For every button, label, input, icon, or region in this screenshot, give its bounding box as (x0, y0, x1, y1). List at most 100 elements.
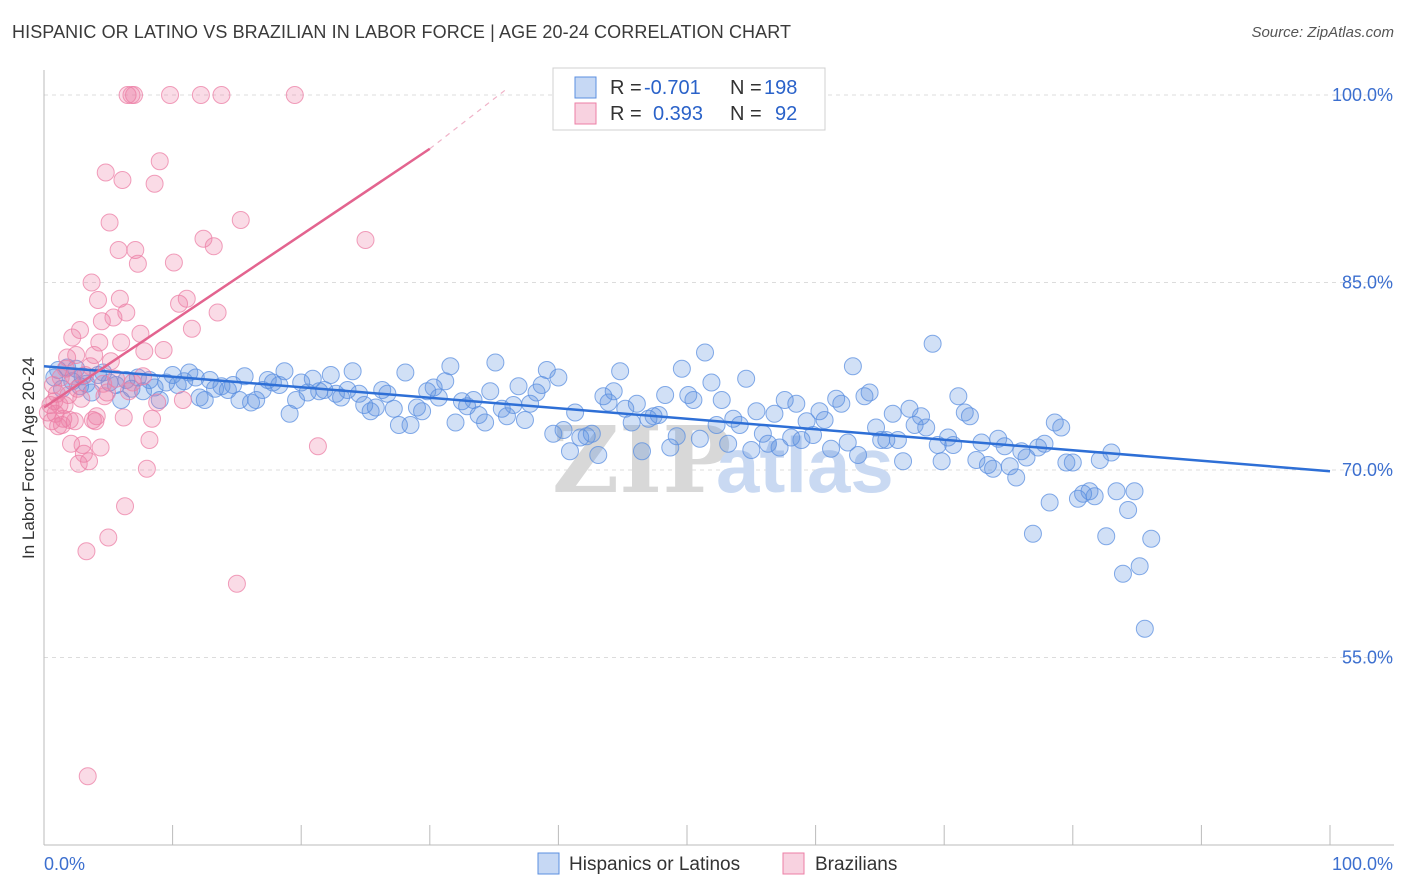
brazilian-point-23 (69, 454, 88, 473)
hispanic-point-100 (599, 393, 618, 412)
hispanic-point-188 (1097, 527, 1116, 546)
hispanic-point-67 (413, 402, 432, 421)
brazilian-point-38 (89, 291, 108, 309)
hispanic-point-73 (446, 413, 465, 432)
brazilian-point-46 (99, 528, 118, 547)
hispanic-point-143 (843, 357, 862, 376)
y-tick-label-1: 70.0% (1342, 460, 1393, 480)
hispanic-point-140 (827, 389, 846, 408)
hispanic-point-192 (1119, 501, 1138, 519)
brazilian-point-33 (82, 273, 101, 292)
hispanic-point-92 (554, 421, 573, 439)
hispanic-point-101 (604, 382, 623, 401)
bottom-legend: Hispanics or Latinos Brazilians (537, 852, 897, 875)
hispanic-point-113 (672, 359, 691, 378)
hispanic-point-121 (719, 434, 738, 453)
hispanic-point-133 (787, 394, 806, 413)
brazilian-point-83 (204, 237, 223, 256)
hispanic-point-98 (589, 446, 608, 464)
hispanic-point-195 (1135, 619, 1154, 638)
legend-swatch-hispanics (574, 76, 597, 99)
hispanic-point-172 (1007, 468, 1026, 487)
brazilian-point-58 (118, 86, 137, 104)
brazilian-point-72 (148, 393, 167, 412)
hispanic-point-156 (917, 418, 936, 437)
brazilian-point-62 (125, 86, 144, 104)
brazilian-point-41 (92, 312, 111, 331)
hispanic-point-78 (476, 413, 495, 432)
hispanic-point-196 (1142, 529, 1161, 548)
hispanic-point-51 (321, 366, 340, 384)
legend-n-value-1: 198 (764, 77, 797, 99)
brazilian-point-3 (44, 376, 63, 394)
brazilian-point-67 (135, 342, 154, 361)
hispanic-point-181 (1057, 453, 1076, 472)
brazilian-point-84 (208, 303, 227, 322)
chart-title: HISPANIC OR LATINO VS BRAZILIAN IN LABOR… (12, 22, 792, 42)
hispanic-point-96 (577, 427, 596, 446)
y-tick-label-0: 55.0% (1342, 648, 1393, 668)
hispanic-point-129 (765, 404, 784, 423)
y-tick-label-2: 85.0% (1342, 273, 1393, 293)
hispanic-point-162 (949, 387, 968, 406)
brazilian-point-86 (227, 574, 246, 593)
brazilian-point-74 (154, 341, 173, 359)
legend-n-label-1: N = (730, 77, 762, 99)
legend-n-value-2: 92 (775, 103, 797, 125)
hispanic-point-126 (747, 402, 766, 421)
hispanic-point-138 (815, 411, 834, 429)
hispanic-point-37 (242, 393, 261, 412)
hispanic-point-116 (690, 429, 709, 448)
hispanic-point-106 (632, 442, 651, 461)
brazilian-point-53 (112, 333, 131, 352)
bottom-legend-swatch-brazilians (782, 852, 805, 875)
brazilian-point-78 (173, 391, 192, 409)
brazilian-point-89 (308, 437, 327, 456)
legend-swatch-brazilians (574, 102, 597, 125)
brazilian-point-22 (68, 379, 87, 398)
hispanic-point-125 (742, 441, 761, 459)
brazilian-point-50 (107, 369, 126, 388)
hispanic-point-186 (1085, 487, 1104, 506)
hispanic-point-165 (967, 451, 986, 469)
hispanic-point-36 (235, 367, 254, 386)
hispanic-point-118 (702, 373, 721, 392)
brazilian-point-17 (62, 434, 81, 453)
brazilian-point-88 (285, 86, 304, 104)
brazilian-point-87 (231, 211, 250, 229)
legend-n-label-2: N = (730, 103, 762, 125)
hispanic-point-21 (150, 391, 169, 409)
y-axis-title: In Labor Force | Age 20-24 (19, 357, 38, 559)
x-tick-labels: 0.0% 100.0% (44, 854, 1393, 874)
hispanic-point-90 (544, 424, 563, 443)
y-tick-label-3: 100.0% (1332, 85, 1393, 105)
legend-box (552, 67, 826, 131)
hispanic-point-180 (1052, 418, 1071, 437)
brazilian-point-59 (119, 382, 138, 401)
hispanic-point-88 (532, 376, 551, 394)
brazilian-point-54 (113, 171, 132, 189)
hispanic-point-136 (804, 426, 823, 444)
hispanic-point-110 (656, 386, 675, 404)
hispanic-point-131 (775, 391, 794, 409)
hispanic-point-155 (912, 407, 931, 426)
hispanic-point-91 (549, 368, 568, 387)
hispanic-point-141 (832, 394, 851, 413)
hispanic-point-151 (888, 431, 907, 449)
hispanic-point-191 (1113, 564, 1132, 583)
brazilian-point-56 (116, 497, 135, 516)
hispanic-point-194 (1130, 557, 1149, 576)
hispanic-point-174 (1017, 448, 1036, 467)
brazilian-point-66 (134, 367, 153, 386)
hispanic-point-102 (611, 362, 630, 381)
axes (43, 70, 1394, 846)
hispanic-point-105 (627, 394, 646, 413)
hispanic-point-120 (712, 391, 731, 409)
hispanic-point-97 (582, 424, 601, 443)
hispanic-point-82 (497, 407, 516, 426)
hispanic-point-85 (515, 411, 534, 429)
hispanic-point-65 (401, 416, 420, 434)
hispanic-point-124 (737, 369, 756, 388)
brazilian-point-81 (191, 86, 210, 104)
